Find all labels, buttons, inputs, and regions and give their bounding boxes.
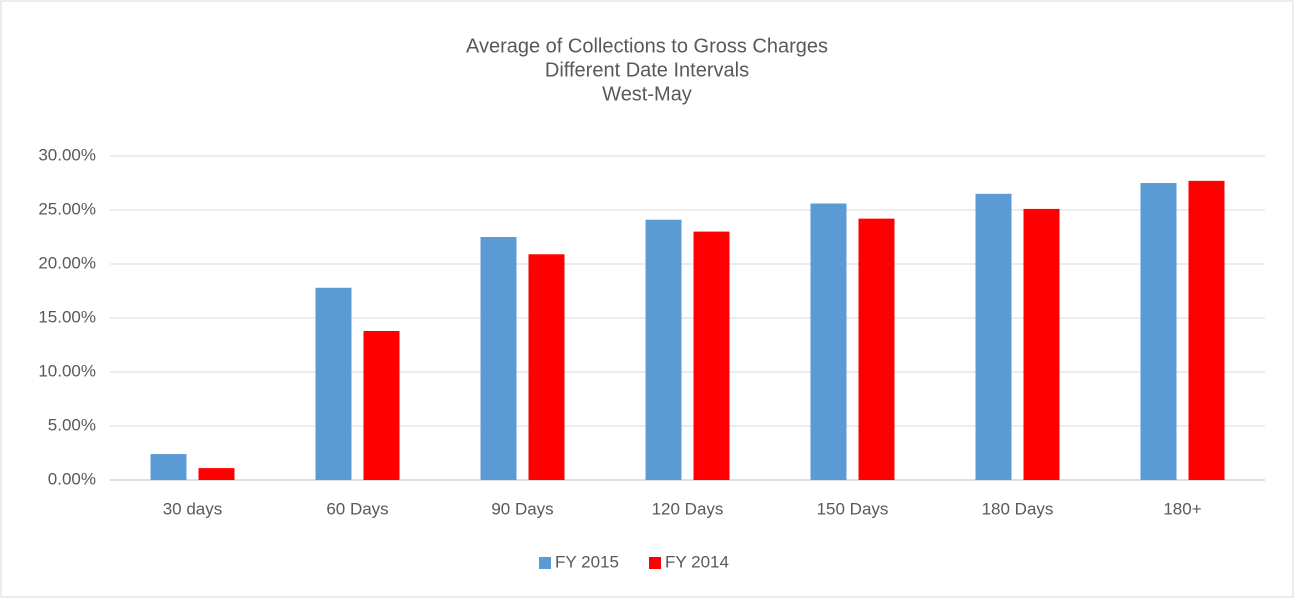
y-tick-label: 10.00%: [38, 361, 96, 380]
bar: [480, 237, 517, 480]
bar: [693, 231, 730, 480]
bar: [198, 468, 235, 480]
bar: [645, 219, 682, 480]
x-tick-label: 30 days: [163, 499, 223, 518]
y-tick-label: 25.00%: [38, 199, 96, 218]
legend-swatch: [649, 557, 661, 569]
y-tick-label: 20.00%: [38, 253, 96, 272]
x-tick-label: 180+: [1163, 499, 1201, 518]
x-tick-label: 120 Days: [652, 499, 724, 518]
y-tick-label: 5.00%: [48, 415, 96, 434]
y-tick-label: 15.00%: [38, 307, 96, 326]
chart-title: West-May: [602, 83, 692, 105]
bar: [1023, 208, 1060, 481]
chart-title: Average of Collections to Gross Charges: [466, 35, 828, 57]
x-tick-label: 180 Days: [982, 499, 1054, 518]
bar: [150, 454, 187, 480]
legend-label: FY 2014: [665, 552, 729, 571]
bar: [315, 287, 352, 480]
bar: [858, 218, 895, 480]
y-tick-label: 0.00%: [48, 469, 96, 488]
chart-title: Different Date Intervals: [545, 59, 749, 81]
bar: [363, 330, 400, 480]
x-tick-label: 90 Days: [491, 499, 553, 518]
legend-label: FY 2015: [555, 552, 619, 571]
bar: [1188, 180, 1225, 480]
y-tick-label: 30.00%: [38, 145, 96, 164]
bar: [810, 203, 847, 480]
x-tick-label: 150 Days: [817, 499, 889, 518]
legend-swatch: [539, 557, 551, 569]
bar: [1140, 183, 1177, 480]
bar: [528, 254, 565, 480]
x-tick-label: 60 Days: [326, 499, 388, 518]
bar: [975, 193, 1012, 481]
